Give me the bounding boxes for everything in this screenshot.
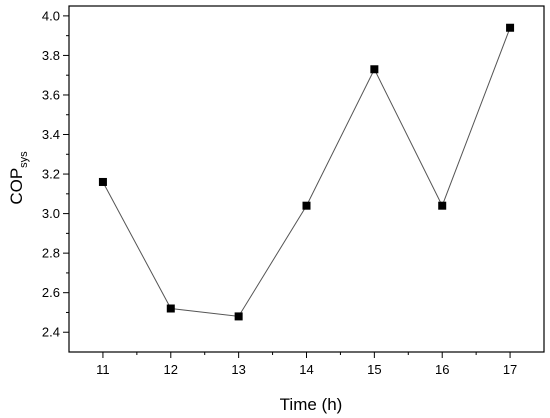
y-tick-label: 3.6 — [42, 87, 60, 102]
y-axis-label: COPsys — [7, 151, 30, 205]
y-axis-label-subscript: sys — [18, 151, 30, 168]
x-tick-label: 12 — [164, 362, 178, 377]
data-point — [98, 177, 107, 186]
x-tick-label: 13 — [231, 362, 245, 377]
x-tick-label: 15 — [367, 362, 381, 377]
data-point — [166, 304, 175, 313]
plot-frame — [68, 5, 545, 353]
y-tick-label: 3.0 — [42, 206, 60, 221]
series-line — [102, 27, 511, 317]
y-tick-label: 3.8 — [42, 48, 60, 63]
y-tick-label: 2.6 — [42, 285, 60, 300]
series-markers-group — [98, 23, 515, 321]
series-line-group — [102, 27, 511, 317]
x-tick-label: 16 — [435, 362, 449, 377]
x-tick-label: 11 — [96, 362, 110, 377]
y-tick-label: 3.2 — [42, 167, 60, 182]
ticks-group: 11 12 13 14 15 16 17 2.4 2.6 2.8 3.0 3.2 3.4 3.6 3.8 4.… — [42, 8, 517, 377]
data-point — [438, 201, 447, 210]
y-tick-label: 3.4 — [42, 127, 60, 142]
data-point — [234, 312, 243, 321]
x-tick-label: 14 — [299, 362, 313, 377]
y-tick-label: 2.8 — [42, 246, 60, 261]
y-tick-label: 2.4 — [42, 325, 60, 340]
y-tick-label: 4.0 — [42, 8, 60, 23]
y-axis-label-main: COP — [7, 168, 26, 205]
data-point — [506, 23, 515, 32]
data-point — [370, 65, 379, 74]
x-tick-label: 17 — [503, 362, 517, 377]
x-axis-label: Time (h) — [280, 395, 343, 414]
axis-labels-group: Time (h) COPsys — [7, 151, 342, 414]
plot-frame-group — [68, 5, 545, 353]
data-point — [302, 201, 311, 210]
